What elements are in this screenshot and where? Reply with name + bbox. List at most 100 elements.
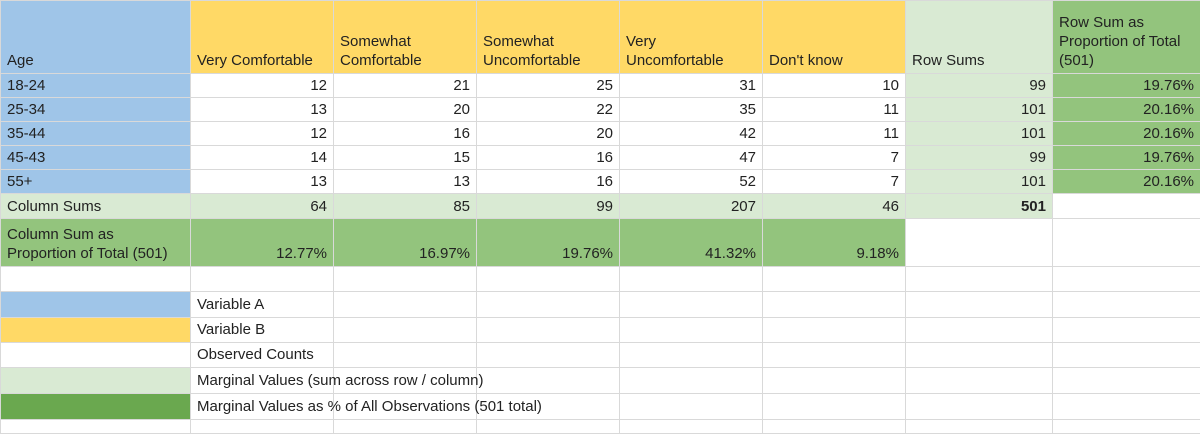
row-sum-cell[interactable]: 99 bbox=[905, 73, 1053, 99]
empty-cell[interactable] bbox=[1052, 218, 1200, 267]
column-proportion-cell[interactable]: 9.18% bbox=[762, 218, 906, 267]
empty-cell[interactable] bbox=[762, 290, 906, 318]
empty-cell[interactable] bbox=[0, 265, 191, 292]
row-sum-cell[interactable]: 99 bbox=[905, 145, 1053, 171]
count-cell[interactable]: 16 bbox=[476, 169, 620, 195]
empty-cell[interactable] bbox=[333, 265, 477, 292]
column-sum-cell[interactable]: 85 bbox=[333, 193, 477, 220]
header-very-uncomfortable[interactable]: Very Uncomfortable bbox=[619, 0, 763, 75]
legend-swatch-marginal-percent[interactable] bbox=[0, 392, 191, 420]
count-cell[interactable]: 47 bbox=[619, 145, 763, 171]
empty-cell[interactable] bbox=[619, 418, 763, 434]
age-cell[interactable]: 55+ bbox=[0, 169, 191, 195]
row-proportion-cell[interactable]: 19.76% bbox=[1052, 73, 1200, 99]
header-row-sums[interactable]: Row Sums bbox=[905, 0, 1053, 75]
count-cell[interactable]: 22 bbox=[476, 97, 620, 123]
empty-cell[interactable] bbox=[905, 316, 1053, 343]
empty-cell[interactable] bbox=[333, 316, 477, 343]
count-cell[interactable]: 35 bbox=[619, 97, 763, 123]
header-somewhat-uncomfortable[interactable]: Somewhat Uncomfortable bbox=[476, 0, 620, 75]
column-proportion-cell[interactable]: 16.97% bbox=[333, 218, 477, 267]
empty-cell[interactable] bbox=[476, 316, 620, 343]
empty-cell[interactable] bbox=[905, 392, 1053, 420]
column-sums-label[interactable]: Column Sums bbox=[0, 193, 191, 220]
empty-cell[interactable] bbox=[1052, 366, 1200, 394]
count-cell[interactable]: 25 bbox=[476, 73, 620, 99]
legend-swatch-variable-b[interactable] bbox=[0, 316, 191, 343]
age-cell[interactable]: 45-43 bbox=[0, 145, 191, 171]
legend-label[interactable]: Observed Counts bbox=[190, 341, 334, 368]
header-row-proportion[interactable]: Row Sum as Proportion of Total (501) bbox=[1052, 0, 1200, 75]
empty-cell[interactable] bbox=[0, 418, 191, 434]
count-cell[interactable]: 13 bbox=[190, 169, 334, 195]
empty-cell[interactable] bbox=[476, 366, 620, 394]
empty-cell[interactable] bbox=[905, 290, 1053, 318]
empty-cell[interactable] bbox=[476, 290, 620, 318]
row-sum-cell[interactable]: 101 bbox=[905, 97, 1053, 123]
count-cell[interactable]: 42 bbox=[619, 121, 763, 147]
column-proportion-cell[interactable]: 19.76% bbox=[476, 218, 620, 267]
row-sum-cell[interactable]: 101 bbox=[905, 169, 1053, 195]
count-cell[interactable]: 12 bbox=[190, 73, 334, 99]
header-somewhat-comfortable[interactable]: Somewhat Comfortable bbox=[333, 0, 477, 75]
count-cell[interactable]: 20 bbox=[333, 97, 477, 123]
column-proportion-cell[interactable]: 41.32% bbox=[619, 218, 763, 267]
empty-cell[interactable] bbox=[333, 392, 477, 420]
empty-cell[interactable] bbox=[1052, 265, 1200, 292]
legend-label[interactable]: Marginal Values (sum across row / column… bbox=[190, 366, 483, 394]
count-cell[interactable]: 11 bbox=[762, 97, 906, 123]
empty-cell[interactable] bbox=[1052, 316, 1200, 343]
column-sum-cell[interactable]: 207 bbox=[619, 193, 763, 220]
count-cell[interactable]: 16 bbox=[333, 121, 477, 147]
count-cell[interactable]: 13 bbox=[190, 97, 334, 123]
empty-cell[interactable] bbox=[190, 265, 334, 292]
empty-cell[interactable] bbox=[333, 341, 477, 368]
empty-cell[interactable] bbox=[476, 265, 620, 292]
row-proportion-cell[interactable]: 20.16% bbox=[1052, 97, 1200, 123]
count-cell[interactable]: 21 bbox=[333, 73, 477, 99]
column-sum-cell[interactable]: 64 bbox=[190, 193, 334, 220]
count-cell[interactable]: 11 bbox=[762, 121, 906, 147]
row-sum-cell[interactable]: 101 bbox=[905, 121, 1053, 147]
column-proportion-cell[interactable]: 12.77% bbox=[190, 218, 334, 267]
empty-cell[interactable] bbox=[762, 265, 906, 292]
empty-cell[interactable] bbox=[619, 316, 763, 343]
empty-cell[interactable] bbox=[1052, 418, 1200, 434]
count-cell[interactable]: 31 bbox=[619, 73, 763, 99]
count-cell[interactable]: 13 bbox=[333, 169, 477, 195]
empty-cell[interactable] bbox=[762, 366, 906, 394]
empty-cell[interactable] bbox=[333, 290, 477, 318]
row-proportion-cell[interactable]: 20.16% bbox=[1052, 169, 1200, 195]
empty-cell[interactable] bbox=[762, 341, 906, 368]
empty-cell[interactable] bbox=[333, 418, 477, 434]
header-dont-know[interactable]: Don't know bbox=[762, 0, 906, 75]
empty-cell[interactable] bbox=[905, 366, 1053, 394]
count-cell[interactable]: 12 bbox=[190, 121, 334, 147]
count-cell[interactable]: 10 bbox=[762, 73, 906, 99]
empty-cell[interactable] bbox=[619, 290, 763, 318]
count-cell[interactable]: 20 bbox=[476, 121, 620, 147]
header-age[interactable]: Age bbox=[0, 0, 191, 75]
legend-label[interactable]: Variable B bbox=[190, 316, 334, 343]
age-cell[interactable]: 18-24 bbox=[0, 73, 191, 99]
legend-label[interactable]: Variable A bbox=[190, 290, 334, 318]
empty-cell[interactable] bbox=[476, 418, 620, 434]
empty-cell[interactable] bbox=[619, 366, 763, 394]
count-cell[interactable]: 52 bbox=[619, 169, 763, 195]
count-cell[interactable]: 15 bbox=[333, 145, 477, 171]
age-cell[interactable]: 35-44 bbox=[0, 121, 191, 147]
empty-cell[interactable] bbox=[619, 341, 763, 368]
empty-cell[interactable] bbox=[905, 418, 1053, 434]
legend-swatch-marginal-values[interactable] bbox=[0, 366, 191, 394]
empty-cell[interactable] bbox=[905, 341, 1053, 368]
empty-cell[interactable] bbox=[1052, 341, 1200, 368]
column-sum-cell[interactable]: 46 bbox=[762, 193, 906, 220]
empty-cell[interactable] bbox=[905, 218, 1053, 267]
empty-cell[interactable] bbox=[190, 418, 334, 434]
count-cell[interactable]: 14 bbox=[190, 145, 334, 171]
empty-cell[interactable] bbox=[619, 265, 763, 292]
count-cell[interactable]: 16 bbox=[476, 145, 620, 171]
header-very-comfortable[interactable]: Very Comfortable bbox=[190, 0, 334, 75]
empty-cell[interactable] bbox=[762, 392, 906, 420]
row-proportion-cell[interactable]: 19.76% bbox=[1052, 145, 1200, 171]
